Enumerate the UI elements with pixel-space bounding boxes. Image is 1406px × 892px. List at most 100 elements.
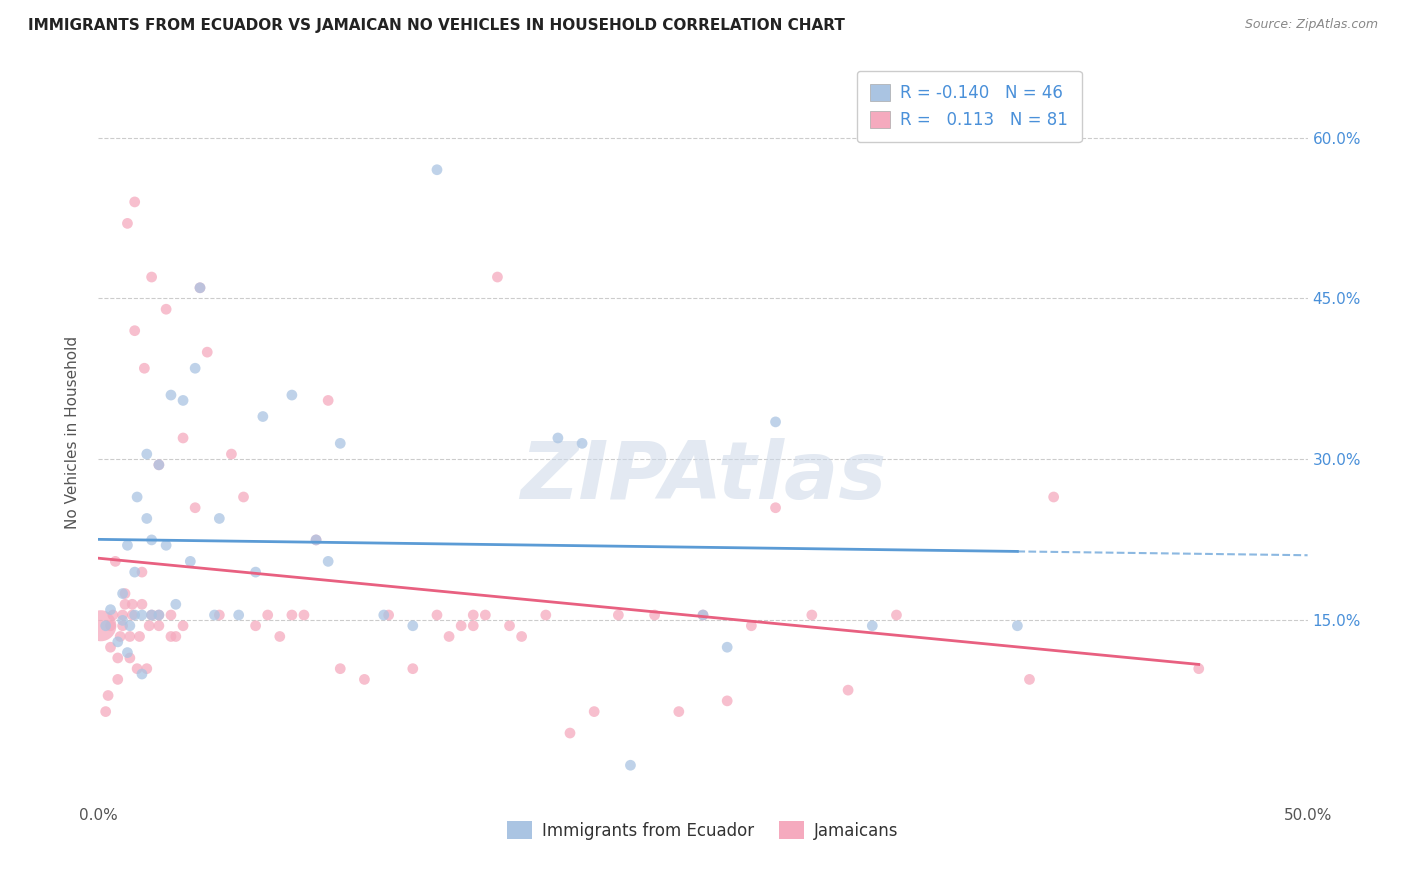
Point	[281, 388, 304, 402]
Point	[108, 630, 131, 644]
Point	[124, 565, 146, 579]
Point	[1007, 619, 1029, 633]
Text: Source: ZipAtlas.com: Source: ZipAtlas.com	[1244, 18, 1378, 31]
Point	[765, 415, 787, 429]
Point	[221, 447, 243, 461]
Point	[252, 409, 274, 424]
Point	[114, 597, 136, 611]
Point	[100, 619, 122, 633]
Point	[316, 554, 339, 568]
Point	[141, 607, 163, 622]
Point	[165, 597, 187, 611]
Point	[118, 651, 141, 665]
Point	[117, 216, 139, 230]
Point	[118, 619, 141, 633]
Point	[547, 431, 569, 445]
Point	[101, 607, 124, 622]
Point	[135, 511, 157, 525]
Text: ZIPAtlas: ZIPAtlas	[520, 438, 886, 516]
Point	[228, 607, 250, 622]
Point	[131, 565, 153, 579]
Point	[172, 431, 194, 445]
Point	[1018, 673, 1040, 687]
Point	[692, 607, 714, 622]
Point	[117, 538, 139, 552]
Point	[716, 694, 738, 708]
Point	[619, 758, 641, 772]
Legend: Immigrants from Ecuador, Jamaicans: Immigrants from Ecuador, Jamaicans	[501, 814, 905, 847]
Point	[172, 393, 194, 408]
Point	[860, 619, 883, 633]
Point	[134, 361, 156, 376]
Point	[583, 705, 606, 719]
Point	[571, 436, 593, 450]
Point	[450, 619, 472, 633]
Point	[148, 458, 170, 472]
Point	[160, 607, 183, 622]
Point	[94, 619, 117, 633]
Point	[179, 554, 201, 568]
Point	[377, 607, 399, 622]
Point	[118, 630, 141, 644]
Point	[117, 646, 139, 660]
Point	[114, 586, 136, 600]
Point	[426, 607, 449, 622]
Point	[402, 662, 425, 676]
Point	[316, 393, 339, 408]
Point	[184, 500, 207, 515]
Point	[208, 607, 231, 622]
Point	[184, 361, 207, 376]
Point	[558, 726, 581, 740]
Point	[245, 565, 267, 579]
Point	[269, 630, 291, 644]
Point	[127, 490, 149, 504]
Point	[107, 635, 129, 649]
Point	[121, 607, 143, 622]
Point	[121, 597, 143, 611]
Point	[90, 619, 112, 633]
Point	[141, 270, 163, 285]
Point	[886, 607, 908, 622]
Point	[188, 281, 211, 295]
Point	[740, 619, 762, 633]
Point	[437, 630, 460, 644]
Point	[155, 302, 177, 317]
Point	[256, 607, 278, 622]
Point	[305, 533, 328, 547]
Text: IMMIGRANTS FROM ECUADOR VS JAMAICAN NO VEHICLES IN HOUSEHOLD CORRELATION CHART: IMMIGRANTS FROM ECUADOR VS JAMAICAN NO V…	[28, 18, 845, 33]
Point	[534, 607, 557, 622]
Point	[837, 683, 859, 698]
Point	[100, 640, 122, 655]
Point	[800, 607, 823, 622]
Point	[165, 630, 187, 644]
Point	[765, 500, 787, 515]
Point	[486, 270, 509, 285]
Point	[160, 388, 183, 402]
Point	[188, 281, 211, 295]
Point	[208, 511, 231, 525]
Point	[607, 607, 630, 622]
Point	[124, 607, 146, 622]
Point	[402, 619, 425, 633]
Point	[426, 162, 449, 177]
Point	[281, 607, 304, 622]
Point	[716, 640, 738, 655]
Point	[474, 607, 496, 622]
Y-axis label: No Vehicles in Household: No Vehicles in Household	[65, 336, 80, 529]
Point	[232, 490, 254, 504]
Point	[463, 607, 485, 622]
Point	[104, 554, 127, 568]
Point	[463, 619, 485, 633]
Point	[107, 651, 129, 665]
Point	[510, 630, 533, 644]
Point	[644, 607, 666, 622]
Point	[292, 607, 315, 622]
Point	[128, 630, 150, 644]
Point	[148, 607, 170, 622]
Point	[692, 607, 714, 622]
Point	[148, 607, 170, 622]
Point	[127, 662, 149, 676]
Point	[498, 619, 520, 633]
Point	[305, 533, 328, 547]
Point	[1188, 662, 1211, 676]
